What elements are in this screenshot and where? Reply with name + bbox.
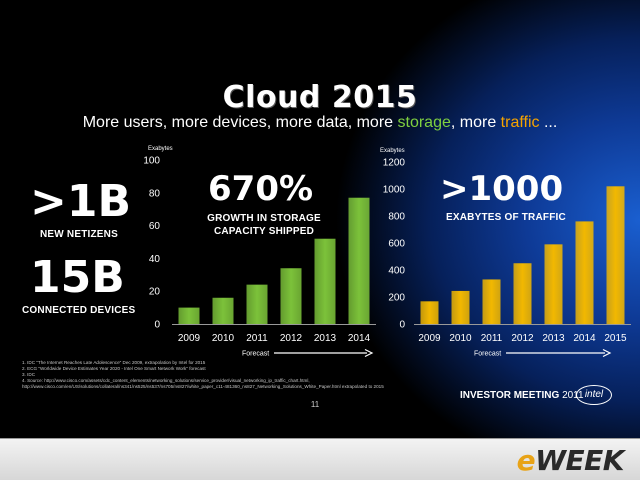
investor-meeting-label: INVESTOR MEETING 2011 <box>460 390 584 401</box>
forecast-arrowhead <box>364 348 374 358</box>
y-tick-label: 1200 <box>383 158 406 169</box>
devices-value: 15B <box>30 252 125 303</box>
page-number: 11 <box>310 400 320 409</box>
storage-growth-label-1: GROWTH IN STORAGE <box>207 213 321 224</box>
slide-title: Cloud 2015 <box>222 80 418 115</box>
y-unit-label: Exabytes <box>148 146 173 152</box>
bar <box>513 263 532 324</box>
bar <box>348 197 370 324</box>
x-tick-label: 2012 <box>511 333 534 344</box>
y-tick-label: 40 <box>149 254 161 265</box>
x-tick-label: 2010 <box>449 333 472 344</box>
eweek-footer-bar <box>0 438 640 480</box>
bar <box>575 221 594 324</box>
bar <box>451 290 470 324</box>
traffic-value: >1000 <box>440 169 564 209</box>
forecast-arrowhead <box>602 348 612 358</box>
x-tick-label: 2015 <box>604 333 627 344</box>
y-tick-label: 0 <box>399 320 405 331</box>
y-tick-label: 600 <box>388 239 405 250</box>
x-tick-label: 2011 <box>246 333 268 344</box>
x-tick-label: 2014 <box>573 333 596 344</box>
y-tick-label: 80 <box>149 188 161 199</box>
bar <box>246 284 268 324</box>
netizens-value: >1B <box>30 176 132 227</box>
x-tick-label: 2009 <box>178 333 201 344</box>
y-tick-label: 400 <box>388 266 405 277</box>
forecast-label: Forecast <box>242 351 269 358</box>
x-tick-label: 2011 <box>481 333 503 344</box>
x-tick-label: 2012 <box>280 333 303 344</box>
bar <box>482 279 501 324</box>
bar <box>212 297 234 324</box>
subtitle-storage: storage <box>397 114 451 131</box>
y-unit-label: Exabytes <box>380 148 405 154</box>
y-tick-label: 20 <box>149 287 161 298</box>
devices-label: CONNECTED DEVICES <box>22 305 136 316</box>
storage-growth-value: 670% <box>208 169 314 209</box>
eweek-logo: eWEEK <box>516 444 625 477</box>
slide-subtitle: More users, more devices, more data, mor… <box>82 114 558 131</box>
bar <box>178 307 200 324</box>
bar <box>314 238 336 324</box>
bar <box>420 301 439 324</box>
netizens-label: NEW NETIZENS <box>40 229 118 240</box>
bar <box>280 268 302 324</box>
y-tick-label: 200 <box>388 293 405 304</box>
footnote-line: 1. IDC "The Internet Reaches Late Adoles… <box>22 360 206 365</box>
footnotes: 1. IDC "The Internet Reaches Late Adoles… <box>22 360 442 390</box>
y-tick-label: 800 <box>388 212 405 223</box>
intel-logo: intel <box>576 385 612 405</box>
traffic-label: EXABYTES OF TRAFFIC <box>446 212 566 223</box>
forecast-label: Forecast <box>474 351 501 358</box>
footnote-line: 4. Source: http://www.cisco.com/assets/c… <box>22 378 310 383</box>
footnote-line: 3. IDC <box>22 372 36 377</box>
y-tick-label: 100 <box>143 156 160 167</box>
y-tick-label: 1000 <box>383 185 406 196</box>
storage-growth-label-2: CAPACITY SHIPPED <box>213 226 315 237</box>
x-tick-label: 2014 <box>348 333 371 344</box>
x-tick-label: 2013 <box>314 333 337 344</box>
subtitle-traffic: traffic <box>500 114 540 131</box>
bar <box>544 244 563 324</box>
x-tick-label: 2013 <box>542 333 565 344</box>
y-tick-label: 0 <box>154 320 160 331</box>
x-tick-label: 2010 <box>212 333 235 344</box>
x-tick-label: 2009 <box>418 333 441 344</box>
footnote-line: 2. ECG "Worldwide Device Estimates Year … <box>22 366 206 371</box>
bar <box>606 186 625 324</box>
y-tick-label: 60 <box>149 221 161 232</box>
footnote-line: http://www.cisco.com/en/US/solutions/col… <box>22 384 384 389</box>
